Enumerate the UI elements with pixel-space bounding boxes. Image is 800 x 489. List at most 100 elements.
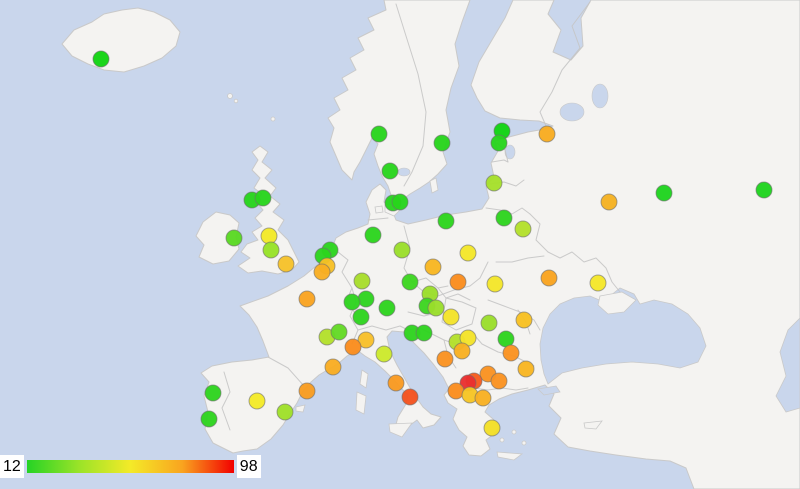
map-point[interactable] — [755, 181, 773, 199]
crimea-peninsula — [597, 291, 637, 315]
country-border — [395, 3, 427, 187]
map-point[interactable] — [298, 382, 316, 400]
map-point[interactable] — [442, 308, 460, 326]
map-point[interactable] — [515, 311, 533, 329]
map-point[interactable] — [324, 358, 342, 376]
map-point[interactable] — [447, 382, 465, 400]
continental-europe-landmass — [200, 0, 800, 489]
map-point[interactable] — [495, 209, 513, 227]
map-point[interactable] — [344, 338, 362, 356]
country-border — [485, 207, 531, 215]
country-border — [367, 217, 389, 221]
map-point[interactable] — [424, 258, 442, 276]
country-border — [539, 1, 591, 127]
map-point[interactable] — [483, 419, 501, 437]
map-point[interactable] — [459, 244, 477, 262]
map-point[interactable] — [437, 212, 455, 230]
color-scale-legend: 12 98 — [0, 455, 261, 478]
country-border — [267, 356, 305, 387]
map-point[interactable] — [401, 388, 419, 406]
lake-ladoga — [559, 102, 585, 122]
country-border — [529, 213, 549, 253]
map-point[interactable] — [298, 290, 316, 308]
map-point[interactable] — [375, 345, 393, 363]
country-border — [547, 251, 621, 293]
caspian-sea-edge — [775, 317, 800, 413]
map-point[interactable] — [453, 342, 471, 360]
map-point[interactable] — [490, 134, 508, 152]
sardinia-island — [355, 391, 367, 415]
legend-max-label: 98 — [236, 455, 261, 478]
aegean-islet — [521, 440, 527, 446]
lake-vanern — [397, 167, 411, 177]
map-point[interactable] — [225, 229, 243, 247]
fyn-island — [374, 205, 384, 214]
country-border — [441, 297, 477, 331]
map-point[interactable] — [370, 125, 388, 143]
map-point[interactable] — [589, 274, 607, 292]
map-point[interactable] — [277, 255, 295, 273]
map-point[interactable] — [514, 220, 532, 238]
map-point[interactable] — [204, 384, 222, 402]
shetland-islet — [270, 116, 276, 122]
map-point[interactable] — [502, 344, 520, 362]
map-point[interactable] — [352, 308, 370, 326]
map-point[interactable] — [92, 50, 110, 68]
map-point[interactable] — [415, 324, 433, 342]
map-point[interactable] — [474, 389, 492, 407]
map-point[interactable] — [343, 293, 361, 311]
scandinavia-landmass — [327, 0, 471, 209]
map-point[interactable] — [486, 275, 504, 293]
country-border — [221, 371, 231, 431]
map-point[interactable] — [248, 392, 266, 410]
map-point[interactable] — [401, 273, 419, 291]
map-point[interactable] — [517, 360, 535, 378]
map-point[interactable] — [600, 193, 618, 211]
map-point[interactable] — [262, 241, 280, 259]
map-point[interactable] — [433, 134, 451, 152]
gotland-island — [429, 177, 439, 194]
map-point[interactable] — [254, 189, 272, 207]
map-point[interactable] — [200, 410, 218, 428]
map-point[interactable] — [260, 227, 278, 245]
iceland-landmass — [61, 7, 181, 73]
map-point[interactable] — [364, 226, 382, 244]
map-point[interactable] — [393, 241, 411, 259]
map-point[interactable] — [357, 290, 375, 308]
black-sea — [539, 287, 707, 385]
map-point[interactable] — [427, 299, 445, 317]
aegean-islet — [511, 429, 517, 435]
map-point[interactable] — [276, 403, 294, 421]
country-border — [469, 329, 535, 367]
map-point[interactable] — [381, 162, 399, 180]
map-point[interactable] — [353, 272, 371, 290]
faroe-islet — [227, 93, 233, 99]
cyprus-island — [583, 420, 603, 430]
map-point[interactable] — [449, 273, 467, 291]
map-point[interactable] — [480, 314, 498, 332]
sea-of-marmara — [537, 385, 561, 396]
map-point[interactable] — [538, 125, 556, 143]
map-point[interactable] — [330, 323, 348, 341]
map-point[interactable] — [436, 350, 454, 368]
faroe-islet — [233, 98, 239, 104]
map-point[interactable] — [490, 372, 508, 390]
country-border — [357, 325, 409, 331]
map-point[interactable] — [378, 299, 396, 317]
map-point[interactable] — [391, 193, 409, 211]
corsica-island — [359, 369, 369, 389]
borders-layer — [221, 1, 621, 431]
map-point[interactable] — [313, 263, 331, 281]
map-point[interactable] — [485, 174, 503, 192]
map-point[interactable] — [357, 331, 375, 349]
crete-island — [496, 451, 524, 461]
map-point[interactable] — [540, 269, 558, 287]
map-point[interactable] — [655, 184, 673, 202]
land-layer — [61, 0, 800, 489]
map-point[interactable] — [387, 374, 405, 392]
legend-min-label: 12 — [0, 455, 24, 478]
ireland-landmass — [195, 211, 240, 265]
country-border — [487, 299, 541, 331]
